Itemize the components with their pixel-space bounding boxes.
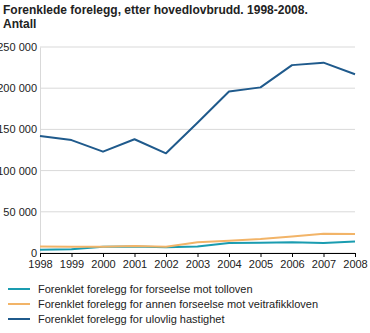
y-tick: 150 000 (0, 123, 40, 135)
legend-label: Forenklet forelegg for annen forseelse m… (38, 298, 318, 310)
y-axis: 050 000100 000150 000200 000250 000 (0, 41, 41, 259)
x-tick-mark (355, 253, 356, 257)
x-tick: 1998 (28, 253, 52, 270)
x-tick: 2002 (154, 253, 178, 270)
y-tick-label: 50 000 (3, 206, 37, 218)
x-tick-label: 2006 (280, 258, 304, 270)
x-tick-label: 1998 (28, 258, 52, 270)
x-tick-label: 2005 (249, 258, 273, 270)
x-axis: 1998 1999 2000 2001 2002 2003 2004 2005 2006 2007… (28, 253, 367, 270)
y-tick: 100 000 (0, 165, 40, 177)
grid-line (40, 211, 355, 212)
x-tick-mark (324, 253, 325, 257)
grid-line (40, 88, 355, 89)
subtitle: Antall (3, 17, 36, 31)
x-tick: 2004 (217, 253, 241, 270)
chart: Forenklede forelegg, etter hovedlovbrudd… (0, 0, 370, 333)
plot-area (40, 63, 355, 250)
x-tick: 1999 (60, 253, 84, 270)
x-tick-mark (135, 253, 136, 257)
y-tick-label: 100 000 (0, 165, 37, 177)
series-line (40, 63, 355, 154)
x-tick: 2008 (343, 253, 367, 270)
x-tick-mark (166, 253, 167, 257)
grid-line (40, 129, 355, 130)
x-tick-label: 2007 (312, 258, 336, 270)
series-line (40, 234, 355, 247)
grid (40, 47, 355, 253)
x-axis-line (41, 254, 356, 258)
x-tick-mark (292, 253, 293, 257)
x-tick-mark (40, 253, 41, 257)
title: Forenklede forelegg, etter hovedlovbrudd… (3, 3, 308, 17)
y-tick: 50 000 (3, 206, 40, 218)
x-tick-label: 2004 (217, 258, 241, 270)
x-tick-label: 2008 (343, 258, 367, 270)
x-tick: 2001 (123, 253, 147, 270)
x-tick: 2003 (186, 253, 210, 270)
x-tick-label: 1999 (60, 258, 84, 270)
legend-swatch (8, 303, 30, 305)
y-tick: 250 000 (0, 41, 40, 53)
x-tick-mark (198, 253, 199, 257)
legend-swatch (8, 288, 30, 290)
grid-line (40, 47, 355, 48)
y-axis-line (40, 48, 41, 254)
legend: Forenklet forelegg for forseelse mot tol… (8, 283, 318, 325)
x-tick-mark (103, 253, 104, 257)
x-tick-label: 2003 (186, 258, 210, 270)
grid-line (40, 170, 355, 171)
y-tick-label: 250 000 (0, 41, 37, 53)
x-tick-label: 2000 (91, 258, 115, 270)
y-tick: 200 000 (0, 82, 40, 94)
x-tick-mark (72, 253, 73, 257)
x-tick-label: 2001 (123, 258, 147, 270)
legend-label: Forenklet forelegg for ulovlig hastighet (38, 313, 225, 325)
x-tick: 2006 (280, 253, 304, 270)
x-tick-mark (261, 253, 262, 257)
x-tick-mark (229, 253, 230, 257)
y-tick-label: 150 000 (0, 123, 37, 135)
x-tick: 2005 (249, 253, 273, 270)
legend-swatch (8, 318, 30, 320)
legend-label: Forenklet forelegg for forseelse mot tol… (38, 283, 253, 295)
x-tick: 2007 (312, 253, 336, 270)
x-tick: 2000 (91, 253, 115, 270)
x-tick-label: 2002 (154, 258, 178, 270)
y-tick-label: 200 000 (0, 82, 37, 94)
